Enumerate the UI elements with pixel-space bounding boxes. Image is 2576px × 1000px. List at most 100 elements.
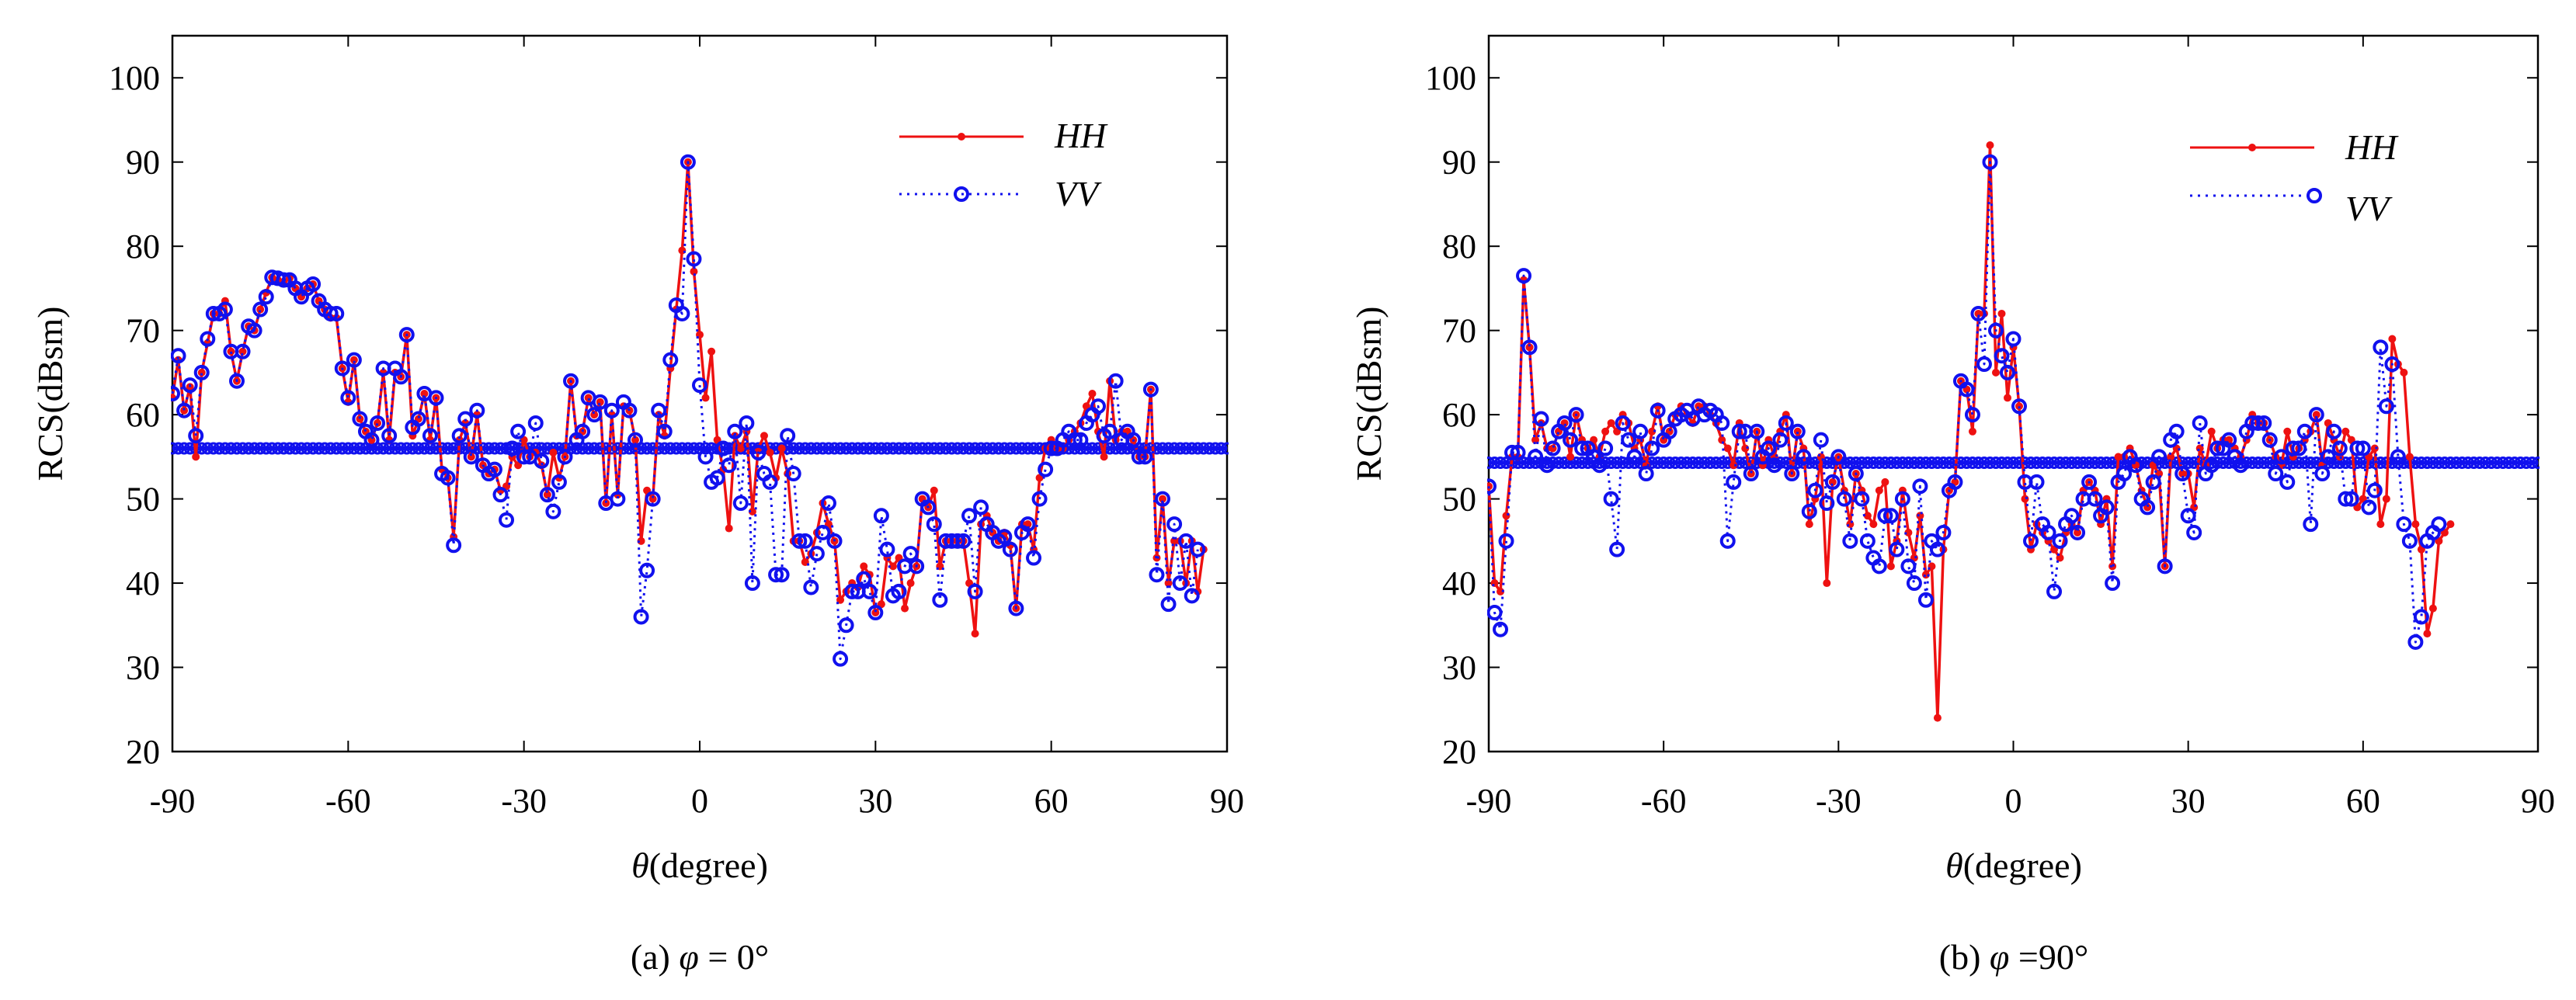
data-point-hh	[1886, 562, 1895, 571]
baseline-marker	[846, 442, 859, 455]
baseline-marker	[1907, 456, 1921, 469]
y-tick-label: 100	[1425, 59, 1476, 97]
y-tick-label: 90	[1442, 144, 1476, 182]
plot-series	[1487, 141, 2539, 722]
data-point-vv	[2052, 533, 2068, 549]
data-point-vv	[603, 402, 620, 418]
data-point-vv	[1072, 432, 1089, 448]
data-point-hh	[1601, 427, 1610, 436]
data-point-vv	[1743, 466, 1759, 482]
baseline-marker	[2030, 456, 2043, 469]
baseline-marker	[1914, 456, 1927, 469]
baseline-marker	[600, 442, 613, 455]
data-point-vv	[1859, 533, 1876, 549]
data-point-vv	[1900, 558, 1917, 575]
data-point-vv	[2361, 499, 2377, 516]
data-point-vv	[1160, 596, 1177, 613]
x-tick-label: -30	[501, 782, 547, 820]
baseline-marker	[1872, 456, 1886, 469]
data-point-hh	[1904, 528, 1913, 536]
baseline-marker	[201, 442, 214, 455]
data-point-vv	[1533, 411, 1549, 427]
baseline-marker	[904, 442, 917, 455]
baseline-marker	[1739, 456, 1752, 469]
data-point-hh	[1549, 444, 1557, 453]
baseline-marker	[816, 442, 829, 455]
data-point-vv	[1516, 268, 1532, 284]
baseline-marker	[335, 442, 349, 455]
data-point-vv	[1819, 495, 1835, 512]
data-point-vv	[815, 524, 831, 540]
baseline-marker	[1995, 456, 2008, 469]
baseline-marker	[171, 442, 179, 455]
baseline-marker	[1021, 442, 1034, 455]
baseline-marker	[377, 442, 390, 455]
baseline-marker	[2263, 456, 2276, 469]
data-point-vv	[1591, 457, 1608, 474]
data-point-vv	[1155, 491, 1171, 507]
baseline-marker	[277, 442, 290, 455]
data-point-vv	[2186, 524, 2202, 540]
baseline-marker	[2095, 456, 2108, 469]
data-point-vv	[2384, 356, 2400, 373]
data-point-vv	[176, 402, 193, 418]
x-axis-label: θ(degree)	[631, 845, 768, 885]
baseline-marker	[588, 442, 601, 455]
data-point-vv	[1929, 541, 1945, 557]
data-point-vv	[1603, 491, 1619, 507]
legend-vv-label: VV	[2345, 189, 2393, 228]
baseline-marker	[2508, 456, 2521, 469]
data-point-hh	[2283, 427, 2292, 436]
data-point-vv	[955, 533, 972, 549]
data-point-hh	[2178, 470, 2187, 478]
baseline-marker	[230, 442, 243, 455]
data-point-vv	[1621, 432, 1637, 448]
baseline-marker	[658, 442, 671, 455]
data-point-hh	[888, 562, 897, 571]
baseline-marker	[1972, 456, 1985, 469]
baseline-marker	[207, 442, 220, 455]
data-point-vv	[258, 289, 274, 305]
y-tick-label: 30	[1442, 649, 1476, 687]
legend: HH VV	[899, 116, 1108, 214]
data-point-vv	[2431, 516, 2447, 533]
data-point-vv	[1568, 407, 1584, 423]
data-point-vv	[1999, 364, 2015, 380]
data-point-vv	[627, 432, 644, 448]
panel-caption-symbol: φ	[1990, 937, 2009, 977]
panel-caption-value: = 0°	[699, 937, 769, 977]
baseline-marker	[2100, 456, 2113, 469]
baseline-marker	[2077, 456, 2090, 469]
data-point-hh	[701, 394, 710, 402]
data-point-vv	[2174, 466, 2191, 482]
data-point-hh	[1881, 477, 1889, 486]
data-point-vv	[334, 360, 350, 377]
baseline-marker	[699, 442, 712, 455]
baseline-marker	[1651, 456, 1664, 469]
baseline-marker	[1681, 456, 1694, 469]
data-point-vv	[621, 402, 638, 418]
baseline-marker	[1576, 456, 1589, 469]
baseline-marker	[441, 442, 454, 455]
baseline-marker	[324, 442, 337, 455]
baseline-marker	[2491, 456, 2504, 469]
y-axis-ticks: 20 30 40 50 60 70 80 90 100	[109, 59, 1227, 771]
data-point-vv	[744, 575, 760, 592]
data-point-vv	[2145, 474, 2161, 490]
baseline-marker	[1674, 456, 1688, 469]
data-point-vv	[1026, 550, 1042, 566]
baseline-marker	[998, 442, 1011, 455]
data-point-vv	[932, 592, 948, 608]
baseline-marker	[957, 442, 970, 455]
x-tick-label: -60	[1641, 782, 1687, 820]
data-point-vv	[2285, 440, 2301, 457]
x-tick-label: 90	[2521, 782, 2555, 820]
data-point-vv	[329, 305, 345, 321]
baseline-marker	[899, 442, 912, 455]
data-point-vv	[1031, 491, 1048, 507]
series-line-vv	[1487, 161, 2440, 644]
legend-hh-label: HH	[1054, 116, 1108, 155]
data-point-hh	[1607, 418, 1615, 427]
x-axis-label-text: (degree)	[1963, 845, 2082, 885]
data-point-vv	[1807, 482, 1823, 498]
